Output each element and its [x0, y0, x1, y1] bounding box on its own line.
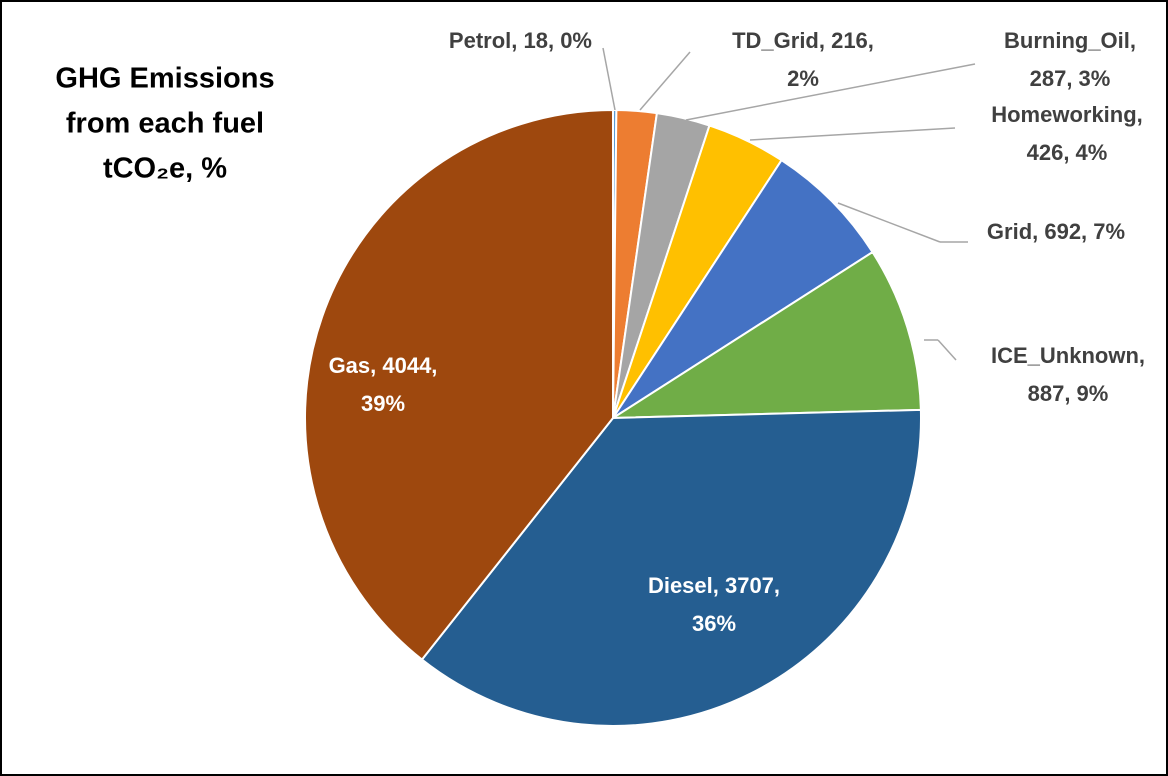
data-label: Grid, 692, 7% [987, 219, 1125, 244]
leader-line [602, 47, 616, 111]
data-label: 2% [787, 66, 819, 91]
pie-slice [420, 408, 922, 727]
pie-slice [304, 108, 614, 661]
data-label: Homeworking, [991, 102, 1143, 127]
data-label: TD_Grid, 216, [732, 28, 874, 53]
data-label: Petrol, 18, 0% [449, 28, 592, 53]
data-label: 287, 3% [1030, 66, 1111, 91]
data-label: Burning_Oil, [1004, 28, 1136, 53]
chart-title: GHG Emissions [55, 63, 274, 95]
data-label: Diesel, 3707, [648, 573, 780, 598]
leader-line [837, 202, 941, 243]
data-label: Gas, 4044, [329, 353, 438, 378]
leader-line [639, 51, 691, 111]
data-label: 887, 9% [1028, 381, 1109, 406]
leader-line [749, 127, 956, 141]
chart-title: tCO₂e, % [103, 153, 227, 185]
pie-slice [609, 250, 922, 420]
data-label: 36% [692, 611, 736, 636]
leader-line [685, 63, 976, 121]
leader-line [937, 339, 957, 361]
pie-slice [612, 158, 874, 419]
data-label: 426, 4% [1027, 140, 1108, 165]
data-label: 39% [361, 391, 405, 416]
chart-title: from each fuel [66, 108, 264, 140]
data-label: ICE_Unknown, [991, 343, 1145, 368]
